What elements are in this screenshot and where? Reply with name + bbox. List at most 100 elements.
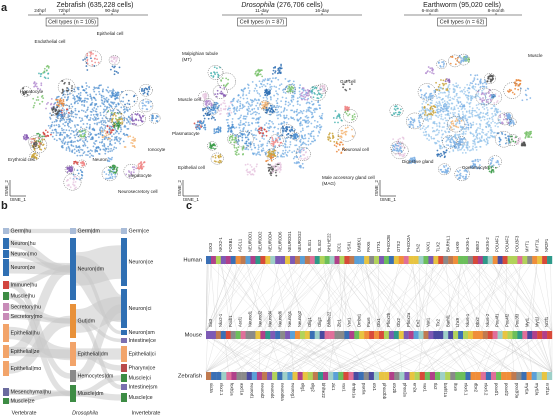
orthology-link [205, 338, 236, 373]
cell-dot [466, 89, 469, 92]
cell-dot [421, 106, 424, 108]
cell-dot [319, 107, 321, 110]
orthology-link [224, 338, 229, 373]
cell-dot [486, 114, 489, 117]
cell-dot [125, 106, 128, 109]
cell-dot [260, 143, 263, 146]
cluster-outline [198, 91, 210, 102]
cell-dot [72, 181, 75, 184]
cell-dot [236, 141, 239, 144]
cell-dot [304, 96, 307, 98]
cell-dot [447, 96, 450, 99]
cell-dot [65, 112, 68, 115]
cell-dot [488, 170, 491, 173]
cell-dot [44, 77, 47, 80]
cell-dot [343, 131, 346, 134]
cell-dot [292, 98, 295, 101]
cell-dot [458, 122, 461, 125]
cell-dot [458, 120, 461, 122]
cell-dot [111, 120, 114, 123]
node-label: Secretory|mo [11, 314, 43, 320]
cell-dot [280, 64, 282, 67]
cell-dot [442, 108, 445, 111]
cell-dot [304, 133, 306, 136]
cell-dot [111, 177, 114, 180]
orthology-link [493, 263, 533, 332]
cell-dot [73, 102, 76, 105]
cell-dot [272, 130, 275, 133]
cell-dot [478, 164, 481, 167]
cell-dot [94, 133, 97, 136]
cell-dot [78, 151, 81, 154]
cell-dot [254, 113, 257, 116]
cell-dot [512, 119, 514, 122]
cell-dot [412, 126, 415, 129]
cell-dot [345, 112, 348, 115]
cell-dot [264, 105, 266, 108]
cell-dot [93, 96, 96, 99]
cell-dot [107, 148, 110, 150]
cell-dot [442, 103, 445, 106]
orthology-link [512, 263, 553, 332]
cell-dot [235, 108, 238, 111]
cell-dot [114, 65, 116, 68]
cell-dot [284, 127, 287, 129]
cell-dot [425, 92, 428, 95]
cell-dot [122, 133, 125, 136]
cell-dot [36, 88, 39, 90]
cell-dot [454, 120, 457, 122]
cell-dot [103, 145, 106, 148]
cell-dot [351, 135, 354, 137]
cell-dot [106, 89, 109, 92]
cell-dot [259, 82, 262, 85]
cell-dot [523, 141, 526, 144]
cell-dot [409, 157, 412, 160]
cell-dot [424, 110, 427, 112]
cell-dot [82, 152, 85, 155]
cell-dot [469, 97, 472, 99]
cell-annotation: Muscle cell [178, 97, 201, 102]
cell-dot [453, 115, 456, 118]
cell-dot [277, 151, 280, 154]
cell-dot [456, 174, 459, 177]
cell-dot [271, 169, 274, 171]
cell-dot [104, 150, 107, 152]
cell-dot [439, 147, 442, 150]
cell-dot [270, 164, 273, 167]
cell-dot [63, 115, 66, 117]
cell-dot [75, 145, 78, 147]
cell-dot [72, 183, 74, 186]
cell-dot [277, 78, 280, 81]
cell-dot [435, 104, 438, 107]
cell-dot [75, 176, 77, 178]
cell-dot [254, 110, 257, 113]
cell-dot [461, 59, 464, 62]
cell-dot [270, 97, 272, 99]
cell-dot [430, 116, 433, 118]
orthology-link [255, 263, 310, 332]
cell-dot [99, 148, 102, 151]
cell-dot [89, 131, 91, 134]
cell-dot [107, 98, 110, 101]
cell-dot [118, 120, 120, 123]
cell-dot [443, 122, 446, 125]
cell-dot [43, 135, 45, 138]
cell-dot [127, 135, 130, 138]
cell-dot [486, 112, 489, 114]
cell-dot [139, 162, 142, 165]
cell-dot [233, 141, 236, 144]
cell-dot [393, 113, 396, 116]
cell-dot [487, 165, 490, 168]
cell-dot [108, 125, 111, 128]
cell-dot [116, 91, 119, 94]
orthology-link [374, 263, 421, 332]
cell-dot [35, 156, 38, 159]
cell-dot [409, 123, 412, 126]
cell-dot [53, 103, 55, 106]
orthology-link [398, 263, 466, 332]
cell-dot [236, 107, 238, 110]
cell-dot [213, 105, 216, 108]
cell-dot [229, 130, 232, 133]
cell-dot [303, 154, 306, 156]
cell-dot [450, 144, 452, 146]
